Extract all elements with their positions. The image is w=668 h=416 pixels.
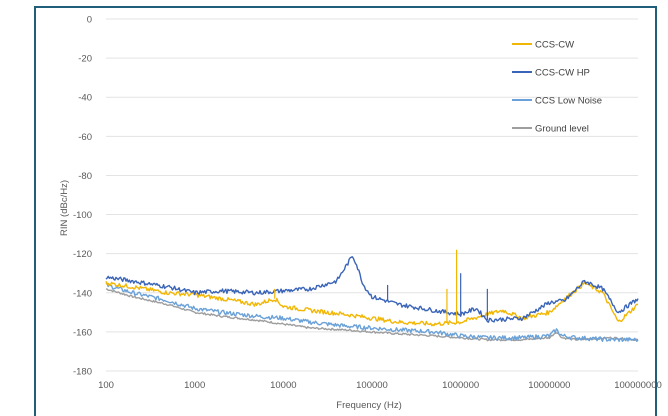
y-tick-labels: 0 -20 -40 -60 -80 -100 -120 -140 -160 -180 — [73, 15, 92, 378]
y-tick-label: -140 — [73, 288, 92, 299]
x-tick-label: 1000000 — [442, 380, 479, 391]
series-line-ccs-cw-hp — [105, 256, 639, 323]
series-line-ccs-cw — [105, 281, 639, 327]
y-axis-label: RIN (dBc/Hz) — [59, 180, 70, 236]
y-tick-label: -100 — [73, 210, 92, 221]
x-tick-label: 100000000 — [614, 380, 662, 391]
x-tick-label: 10000 — [270, 380, 296, 391]
x-tick-labels: 100 1000 10000 100000 1000000 10000000 1000000… — [98, 380, 662, 391]
legend-label: Ground level — [535, 124, 589, 135]
series-line-ccs-low-noise — [105, 282, 639, 343]
y-tick-label: -180 — [73, 367, 92, 378]
y-tick-label: -120 — [73, 249, 92, 260]
x-axis-label: Frequency (Hz) — [336, 400, 401, 411]
legend-label: CCS-CW — [535, 40, 574, 51]
series-line-ground-level — [105, 288, 639, 342]
x-tick-label: 100 — [98, 380, 114, 391]
chart-frame — [34, 6, 657, 416]
x-tick-label: 100000 — [356, 380, 388, 391]
y-tick-label: 0 — [87, 15, 92, 26]
y-tick-label: -40 — [78, 93, 92, 104]
legend: CCS-CW CCS-CW HP CCS Low Noise Ground level — [512, 40, 602, 135]
legend-label: CCS Low Noise — [535, 96, 602, 107]
y-tick-label: -80 — [78, 171, 92, 182]
y-tick-label: -20 — [78, 54, 92, 65]
series-lines — [105, 249, 639, 343]
y-tick-label: -160 — [73, 327, 92, 338]
legend-label: CCS-CW HP — [535, 68, 590, 79]
x-tick-label: 1000 — [184, 380, 205, 391]
x-tick-label: 10000000 — [528, 380, 570, 391]
y-tick-label: -60 — [78, 132, 92, 143]
